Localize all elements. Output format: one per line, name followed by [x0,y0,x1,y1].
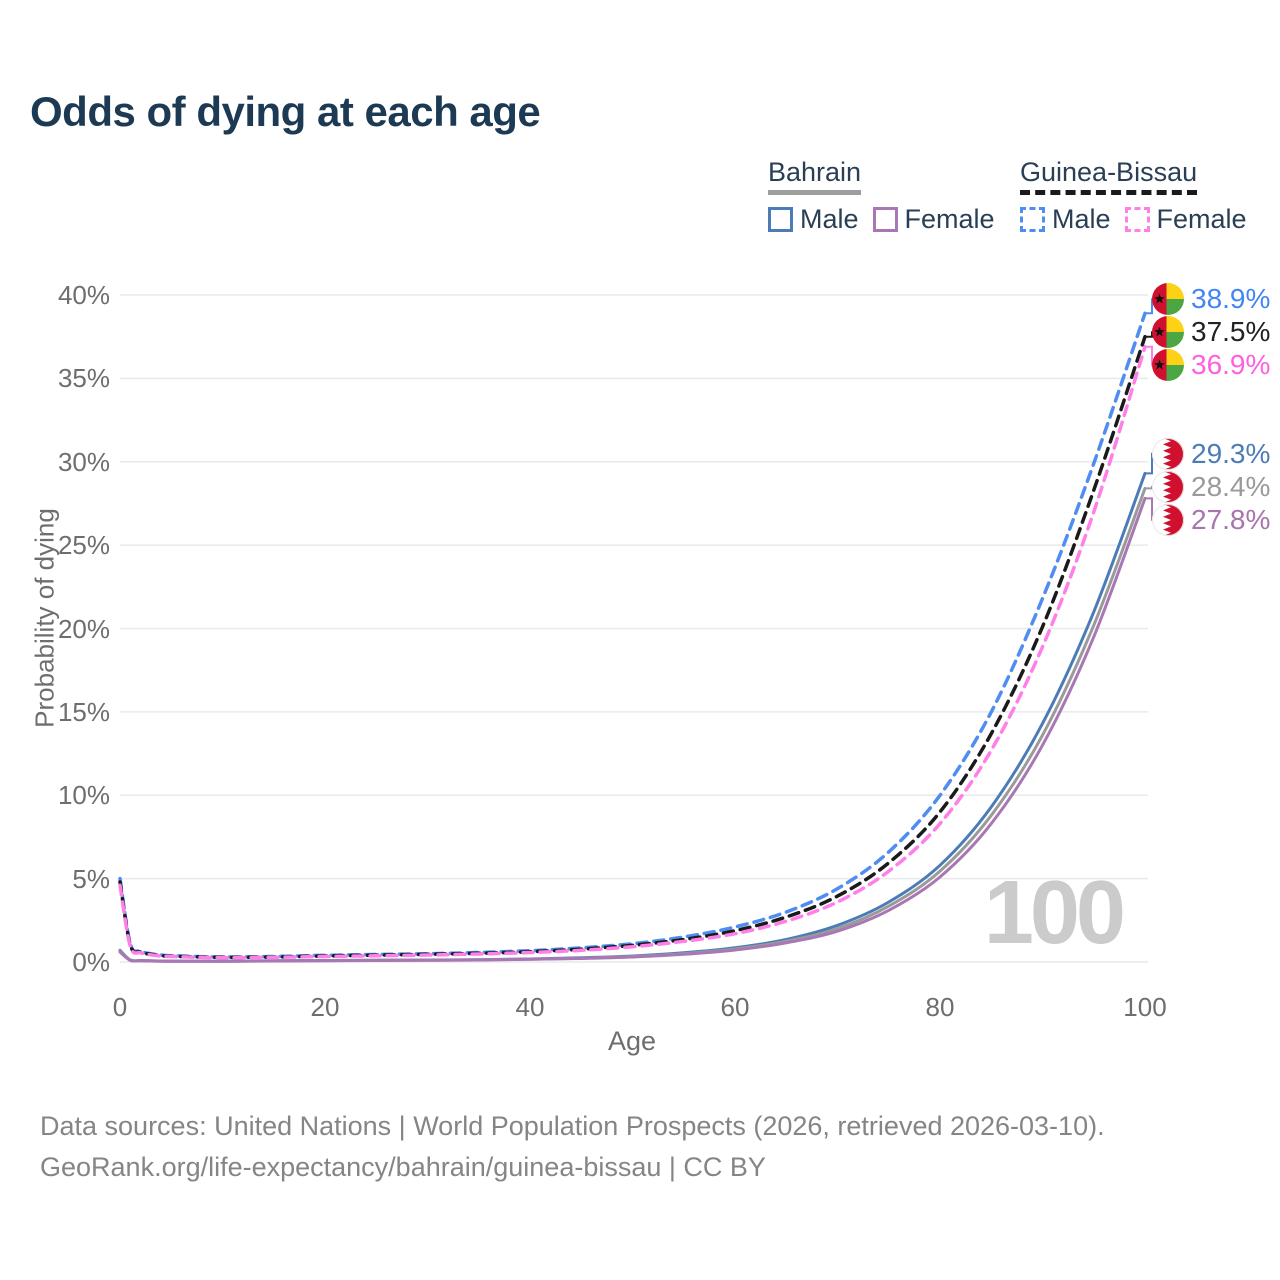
flag-guinea-bissau-icon [1152,316,1184,349]
y-tick-label: 10% [57,780,110,811]
legend-row-bahrain: Male Female [768,204,995,235]
y-tick-label: 30% [57,446,110,477]
legend-group-title-guinea-bissau: Guinea-Bissau [1020,158,1198,195]
source-attribution: Data sources: United Nations | World Pop… [40,1106,1105,1188]
x-tick-label: 100 [1123,992,1167,1022]
legend-toggle-bahrain-female[interactable]: Female [872,204,995,235]
end-label-value: 38.9% [1191,283,1271,315]
curve-guinea-bissau [118,334,1147,960]
legend-toggle-guinea-bissau-female[interactable]: Female [1124,204,1247,235]
end-label-bahrain: 28.4% [1152,470,1271,503]
legend-group-guinea-bissau: Guinea-Bissau Male Female [1020,158,1247,235]
legend-label-bahrain-male: Male [800,204,859,234]
y-tick-label: 40% [57,280,110,310]
x-tick-label: 80 [925,992,955,1022]
flag-guinea-bissau-icon [1152,349,1184,382]
legend-toggle-bahrain-male[interactable]: Male [768,204,859,235]
legend-row-guinea-bissau: Male Female [1020,204,1247,235]
checkbox-icon [872,207,898,232]
x-tick-label: 0 [112,992,128,1022]
end-label-guinea-bissau-female: 36.9% [1152,349,1271,382]
license-line: GeoRank.org/life-expectancy/bahrain/guin… [40,1152,766,1182]
end-label-value: 29.3% [1191,437,1271,469]
x-tick-label: 40 [515,992,545,1022]
curve-bahrain [118,486,1147,963]
curve-bahrain-female [118,496,1147,963]
legend-group-title-bahrain: Bahrain [768,158,862,195]
flag-bahrain-icon [1152,503,1184,536]
x-tick-label: 60 [720,992,750,1022]
flag-bahrain-icon [1152,470,1184,503]
checkbox-icon [1020,207,1045,232]
curve-bahrain-male [118,471,1147,963]
x-tick-label: 20 [310,992,340,1022]
y-tick-label: 0% [72,947,110,977]
data-sources-line: Data sources: United Nations | World Pop… [40,1111,1105,1141]
end-label-value: 37.5% [1191,316,1271,348]
y-tick-label: 15% [57,696,110,727]
legend-toggle-guinea-bissau-male[interactable]: Male [1020,204,1111,235]
legend-label-guinea-bissau-male: Male [1052,204,1111,234]
legend-label-guinea-bissau-female: Female [1156,204,1247,234]
page-title: Odds of dying at each age [30,88,541,135]
legend-group-bahrain: Bahrain Male Female [768,158,995,235]
end-label-value: 27.8% [1191,503,1271,535]
age-watermark: 100 [983,863,1126,963]
y-tick-label: 20% [57,613,110,644]
y-tick-label: 25% [57,530,110,561]
flag-bahrain-icon [1152,437,1184,470]
legend-label-bahrain-female: Female [904,204,995,234]
x-axis-title: Age [607,1026,657,1056]
y-tick-label: 5% [72,863,110,894]
checkbox-icon [1124,207,1150,232]
end-label-guinea-bissau-male: 38.9% [1152,283,1271,316]
curve-guinea-bissau-female [118,344,1147,960]
y-axis-title: Probability of dying [29,508,60,728]
checkbox-icon [768,207,793,232]
y-tick-label: 35% [57,363,110,394]
end-label-guinea-bissau: 37.5% [1152,316,1271,349]
end-label-value: 28.4% [1191,470,1271,502]
end-label-bahrain-male: 29.3% [1152,437,1271,470]
flag-guinea-bissau-icon [1152,283,1184,316]
curve-guinea-bissau-male [118,311,1147,959]
end-label-bahrain-female: 27.8% [1152,503,1271,536]
end-label-value: 36.9% [1191,349,1271,381]
